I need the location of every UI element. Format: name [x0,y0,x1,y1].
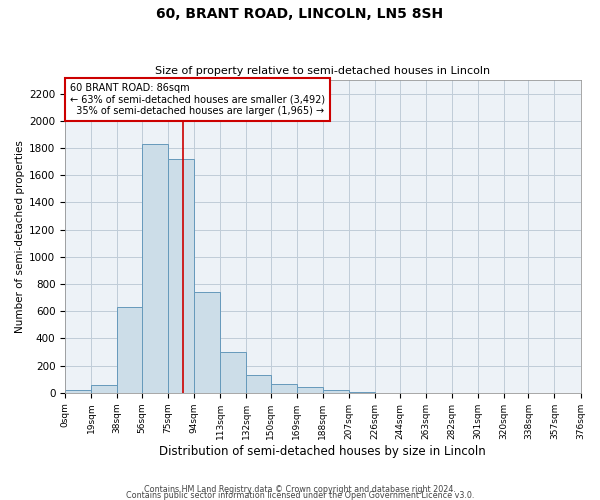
Bar [168,159,194,393]
X-axis label: Distribution of semi-detached houses by size in Lincoln: Distribution of semi-detached houses by … [160,444,486,458]
Bar [117,307,142,393]
Text: Contains public sector information licensed under the Open Government Licence v3: Contains public sector information licen… [126,490,474,500]
Bar [142,144,168,393]
Y-axis label: Number of semi-detached properties: Number of semi-detached properties [15,140,25,333]
Bar [271,384,297,393]
Bar [194,292,220,393]
Bar [246,375,271,393]
Text: 60, BRANT ROAD, LINCOLN, LN5 8SH: 60, BRANT ROAD, LINCOLN, LN5 8SH [157,8,443,22]
Text: 60 BRANT ROAD: 86sqm
← 63% of semi-detached houses are smaller (3,492)
  35% of : 60 BRANT ROAD: 86sqm ← 63% of semi-detac… [70,83,325,116]
Text: Contains HM Land Registry data © Crown copyright and database right 2024.: Contains HM Land Registry data © Crown c… [144,485,456,494]
Bar [65,390,91,393]
Bar [323,390,349,393]
Bar [91,384,117,393]
Title: Size of property relative to semi-detached houses in Lincoln: Size of property relative to semi-detach… [155,66,490,76]
Bar [220,352,246,393]
Bar [349,392,375,393]
Bar [297,388,323,393]
